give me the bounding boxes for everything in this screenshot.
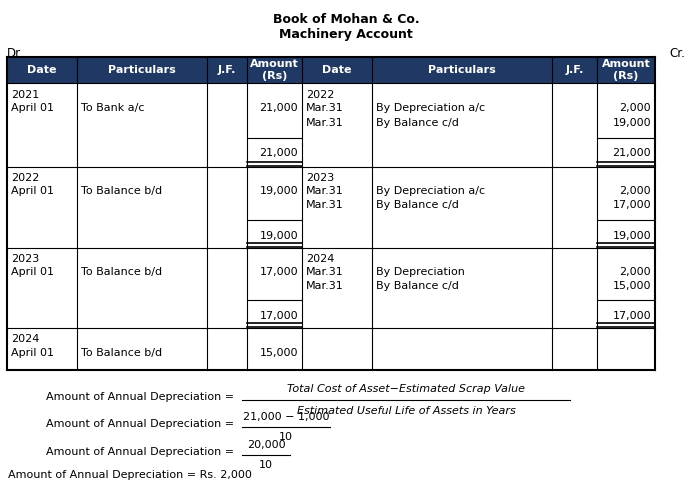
Text: J.F.: J.F. [218,65,236,75]
Text: Particulars: Particulars [108,65,176,75]
Bar [302,57,372,83]
Text: April 01: April 01 [11,103,54,113]
Text: Mar.31: Mar.31 [306,281,344,291]
Text: Book of Mohan & Co.: Book of Mohan & Co. [273,13,419,26]
Text: 2,000: 2,000 [619,267,651,277]
Bar [552,57,597,83]
Text: 17,000: 17,000 [260,311,298,321]
Text: By Depreciation: By Depreciation [376,267,465,277]
Text: 15,000: 15,000 [612,281,651,291]
Text: Estimated Useful Life of Assets in Years: Estimated Useful Life of Assets in Years [297,406,516,416]
Text: By Depreciation a/c: By Depreciation a/c [376,186,485,196]
Text: By Depreciation a/c: By Depreciation a/c [376,103,485,113]
Text: Mar.31: Mar.31 [306,186,344,196]
Text: Amount
(Rs): Amount (Rs) [601,59,650,81]
Text: 21,000: 21,000 [260,148,298,158]
Bar [372,57,552,83]
Text: By Balance c/d: By Balance c/d [376,281,459,291]
Bar [597,57,655,83]
Text: April 01: April 01 [11,267,54,277]
Text: To Balance b/d: To Balance b/d [81,186,162,196]
Text: Cr.: Cr. [669,47,685,60]
Bar [207,57,247,83]
Text: Mar.31: Mar.31 [306,118,344,128]
Text: April 01: April 01 [11,186,54,196]
Text: Total Cost of Asset−Estimated Scrap Value: Total Cost of Asset−Estimated Scrap Valu… [287,384,525,394]
Text: To Balance b/d: To Balance b/d [81,348,162,358]
Bar [7,57,77,83]
Text: 19,000: 19,000 [612,231,651,241]
Text: Machinery Account: Machinery Account [279,28,413,41]
Text: 21,000: 21,000 [612,148,651,158]
Text: 17,000: 17,000 [612,200,651,210]
Text: 19,000: 19,000 [260,231,298,241]
Text: 2023: 2023 [11,254,39,264]
Text: 2024: 2024 [306,254,334,264]
Text: 10: 10 [259,460,273,470]
Text: By Balance c/d: By Balance c/d [376,118,459,128]
Text: Mar.31: Mar.31 [306,103,344,113]
Text: Mar.31: Mar.31 [306,267,344,277]
Text: 17,000: 17,000 [612,311,651,321]
Text: April 01: April 01 [11,348,54,358]
Text: Amount of Annual Depreciation =: Amount of Annual Depreciation = [46,392,238,402]
Text: To Balance b/d: To Balance b/d [81,267,162,277]
Text: 10: 10 [279,432,293,442]
Text: 19,000: 19,000 [260,186,298,196]
Text: 2022: 2022 [306,90,334,100]
Text: Mar.31: Mar.31 [306,200,344,210]
Text: Particulars: Particulars [428,65,496,75]
Text: 2021: 2021 [11,90,39,100]
Text: 21,000: 21,000 [260,103,298,113]
Text: Date: Date [27,65,57,75]
Text: Amount of Annual Depreciation =: Amount of Annual Depreciation = [46,447,238,457]
Text: To Bank a/c: To Bank a/c [81,103,145,113]
Text: Amount of Annual Depreciation = Rs. 2,000: Amount of Annual Depreciation = Rs. 2,00… [8,470,252,480]
Text: 20,000: 20,000 [246,440,285,450]
Text: 2,000: 2,000 [619,186,651,196]
Bar [77,57,207,83]
Text: By Balance c/d: By Balance c/d [376,200,459,210]
Text: 19,000: 19,000 [612,118,651,128]
Text: 2022: 2022 [11,173,39,183]
Text: Date: Date [322,65,352,75]
Bar [247,57,302,83]
Text: Amount
(Rs): Amount (Rs) [250,59,299,81]
Text: 15,000: 15,000 [260,348,298,358]
Text: 2023: 2023 [306,173,334,183]
Text: 21,000 − 1,000: 21,000 − 1,000 [243,412,329,422]
Text: 2024: 2024 [11,334,39,344]
Text: 2,000: 2,000 [619,103,651,113]
Text: Amount of Annual Depreciation =: Amount of Annual Depreciation = [46,419,238,429]
Text: Dr.: Dr. [7,47,24,60]
Text: J.F.: J.F. [565,65,583,75]
Text: 17,000: 17,000 [260,267,298,277]
